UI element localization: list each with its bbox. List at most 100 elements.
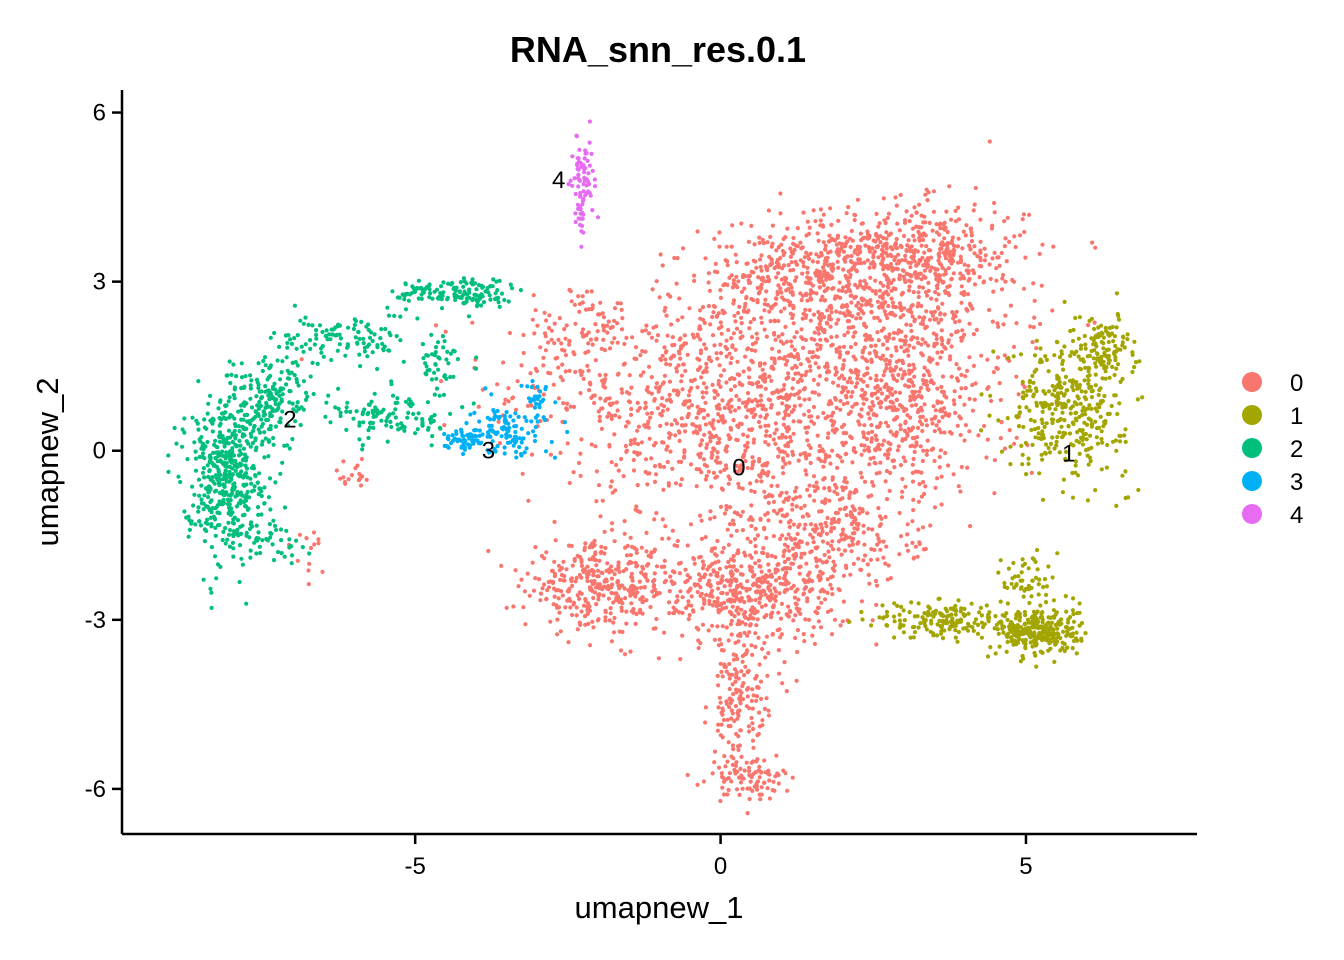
point-cluster-1 — [1098, 357, 1104, 362]
point-cluster-0 — [781, 553, 786, 559]
point-cluster-0 — [715, 392, 720, 397]
point-cluster-0 — [715, 270, 720, 275]
point-cluster-0 — [750, 334, 755, 340]
point-cluster-0 — [898, 427, 903, 432]
point-cluster-1 — [1054, 443, 1059, 448]
point-cluster-0 — [963, 233, 968, 238]
point-cluster-0 — [859, 599, 865, 604]
point-cluster-0 — [710, 382, 715, 387]
point-cluster-0 — [898, 463, 904, 468]
point-cluster-1 — [1061, 367, 1066, 372]
point-cluster-0 — [884, 241, 889, 246]
point-cluster-0 — [898, 367, 903, 372]
point-cluster-0 — [571, 470, 576, 475]
point-cluster-0 — [640, 329, 645, 334]
point-cluster-0 — [916, 294, 921, 300]
point-cluster-0 — [563, 336, 568, 341]
point-cluster-0 — [873, 343, 878, 348]
point-cluster-0 — [839, 537, 844, 542]
point-cluster-0 — [631, 592, 636, 597]
point-cluster-0 — [724, 699, 729, 704]
point-cluster-0 — [672, 353, 677, 358]
point-cluster-0 — [888, 429, 893, 434]
point-cluster-0 — [740, 572, 745, 577]
point-cluster-0 — [829, 521, 834, 526]
point-cluster-0 — [727, 672, 732, 677]
point-cluster-0 — [931, 209, 937, 214]
point-cluster-0 — [654, 279, 659, 284]
point-cluster-0 — [805, 298, 810, 303]
point-cluster-0 — [851, 324, 856, 330]
point-cluster-0 — [631, 607, 636, 612]
point-cluster-0 — [814, 564, 819, 569]
point-cluster-0 — [691, 609, 696, 614]
point-cluster-0 — [355, 463, 360, 468]
point-cluster-0 — [722, 754, 727, 759]
point-cluster-0 — [841, 488, 846, 493]
point-cluster-0 — [694, 415, 699, 420]
point-cluster-0 — [726, 474, 731, 479]
point-cluster-0 — [808, 368, 813, 373]
point-cluster-1 — [1015, 415, 1020, 420]
point-cluster-0 — [795, 628, 801, 633]
point-cluster-0 — [894, 261, 900, 266]
point-cluster-0 — [686, 405, 691, 410]
point-cluster-0 — [692, 273, 697, 278]
point-cluster-0 — [856, 300, 861, 305]
point-cluster-0 — [962, 262, 967, 267]
point-cluster-0 — [657, 295, 662, 300]
point-cluster-0 — [762, 372, 767, 377]
point-cluster-0 — [921, 480, 926, 485]
point-cluster-0 — [316, 537, 321, 542]
point-cluster-0 — [848, 409, 854, 414]
point-cluster-1 — [1102, 393, 1107, 399]
point-cluster-0 — [822, 486, 827, 491]
point-cluster-1 — [1022, 622, 1027, 627]
point-cluster-0 — [749, 381, 755, 386]
point-cluster-0 — [1031, 325, 1036, 330]
point-cluster-1 — [1078, 401, 1083, 406]
point-cluster-0 — [761, 546, 766, 551]
point-cluster-0 — [594, 563, 599, 568]
point-cluster-0 — [662, 308, 667, 313]
point-cluster-0 — [805, 599, 810, 604]
point-cluster-1 — [1114, 448, 1119, 453]
point-cluster-0 — [700, 559, 705, 564]
point-cluster-0 — [644, 323, 649, 328]
point-cluster-0 — [745, 536, 750, 541]
point-cluster-0 — [585, 607, 590, 613]
point-cluster-0 — [810, 350, 815, 355]
point-cluster-0 — [923, 418, 929, 423]
point-cluster-0 — [651, 594, 657, 599]
point-cluster-0 — [622, 341, 627, 347]
point-cluster-0 — [847, 535, 852, 540]
point-cluster-0 — [1002, 446, 1008, 451]
point-cluster-0 — [752, 489, 757, 495]
point-cluster-0 — [815, 415, 820, 420]
point-cluster-0 — [932, 458, 937, 464]
point-cluster-0 — [728, 588, 733, 593]
point-cluster-0 — [559, 572, 565, 578]
point-cluster-1 — [1036, 436, 1041, 441]
point-cluster-1 — [1104, 347, 1109, 353]
point-cluster-0 — [773, 441, 778, 446]
point-cluster-0 — [885, 577, 890, 582]
point-cluster-0 — [935, 286, 940, 291]
point-cluster-0 — [584, 572, 590, 577]
point-cluster-0 — [809, 549, 814, 554]
point-cluster-0 — [825, 590, 830, 596]
point-cluster-0 — [574, 605, 579, 610]
point-cluster-0 — [814, 557, 819, 562]
point-cluster-0 — [751, 693, 756, 698]
point-cluster-1 — [1034, 641, 1039, 646]
point-cluster-0 — [762, 758, 767, 763]
point-cluster-0 — [769, 364, 775, 369]
point-cluster-0 — [814, 526, 820, 531]
point-cluster-0 — [945, 229, 950, 235]
point-cluster-0 — [855, 252, 860, 257]
point-cluster-1 — [1083, 631, 1088, 636]
point-cluster-0 — [734, 274, 739, 279]
point-cluster-0 — [987, 262, 992, 267]
point-cluster-0 — [758, 424, 763, 429]
point-cluster-0 — [732, 718, 737, 724]
